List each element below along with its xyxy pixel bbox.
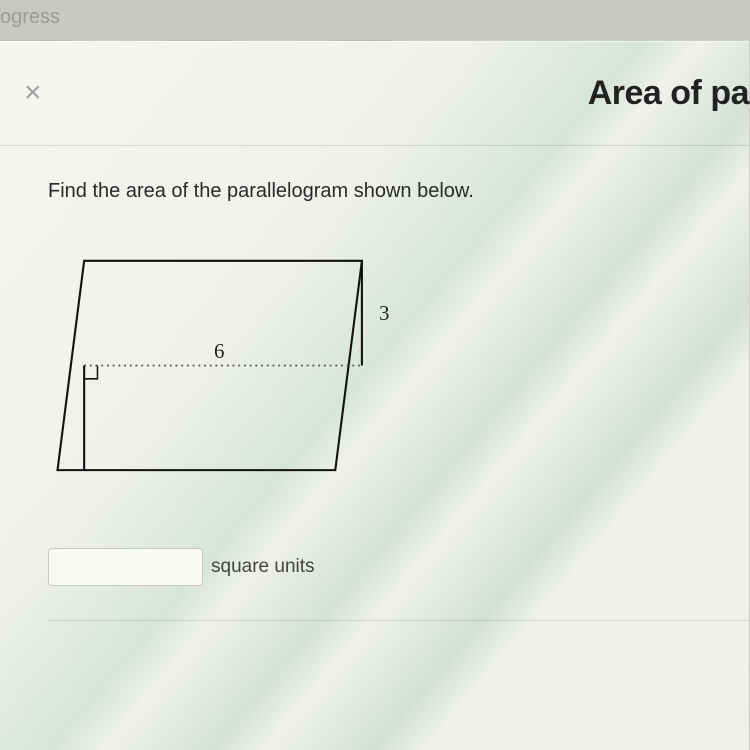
modal-panel: × Area of pa Find the area of the parall… bbox=[0, 40, 750, 750]
parallelogram-svg: 63 bbox=[48, 225, 438, 525]
svg-text:6: 6 bbox=[214, 339, 224, 363]
parallelogram-figure: 63 bbox=[48, 225, 749, 530]
modal-header: × Area of pa bbox=[0, 41, 749, 146]
answer-input[interactable] bbox=[48, 548, 203, 586]
section-divider bbox=[48, 620, 749, 621]
units-label: square units bbox=[211, 556, 315, 578]
svg-text:3: 3 bbox=[379, 301, 389, 325]
background-partial-text: ogress bbox=[0, 6, 60, 29]
content-area: Find the area of the parallelogram shown… bbox=[0, 146, 749, 621]
question-text: Find the area of the parallelogram shown… bbox=[48, 180, 749, 203]
close-icon[interactable]: × bbox=[24, 78, 42, 108]
page-title: Area of pa bbox=[588, 74, 749, 113]
answer-row: square units bbox=[48, 548, 749, 586]
